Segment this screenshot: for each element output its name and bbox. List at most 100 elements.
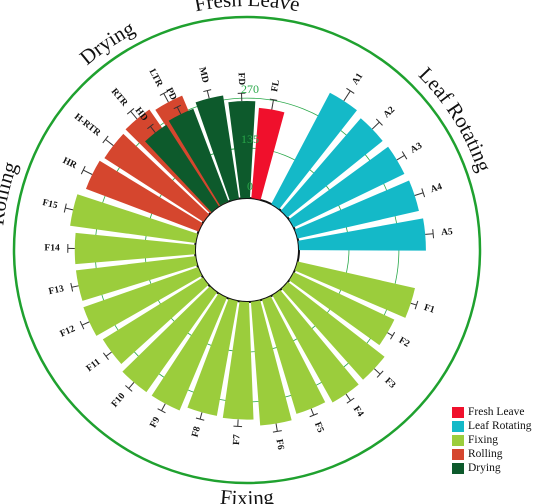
- group-label: Fixing: [219, 485, 275, 504]
- error-cap: [432, 229, 435, 239]
- radial-tick-label: 135: [241, 132, 259, 146]
- bar-f8: [187, 298, 238, 416]
- bar-f7: [222, 301, 254, 420]
- error-cap: [309, 413, 318, 418]
- bar-f1: [294, 261, 415, 318]
- error-cap: [63, 203, 67, 213]
- bars: [63, 87, 435, 433]
- legend-swatch: [452, 406, 464, 418]
- bar-a1: [271, 92, 357, 210]
- error-cap: [421, 188, 426, 198]
- bar-label: RTR: [109, 87, 129, 109]
- bar-label: FD: [236, 72, 246, 85]
- legend-label: Fresh Leave: [468, 406, 525, 418]
- error-bar: [345, 393, 351, 401]
- bar-label: A5: [441, 227, 454, 238]
- bar-a4: [294, 180, 419, 239]
- legend-item: Rolling: [452, 447, 532, 461]
- bar-label: A1: [351, 72, 366, 87]
- error-bar: [176, 106, 182, 115]
- bar-f3: [281, 281, 385, 380]
- error-bar: [275, 423, 278, 432]
- error-cap: [173, 104, 181, 110]
- error-bar: [425, 233, 434, 235]
- bar-label: F10: [110, 391, 128, 409]
- error-cap: [401, 151, 408, 160]
- bar-f14: [74, 232, 196, 265]
- error-cap: [346, 87, 355, 94]
- bar-f2: [289, 272, 395, 346]
- group-label: Rolling: [0, 158, 22, 227]
- error-bar: [71, 285, 79, 288]
- bar-f12: [83, 267, 202, 336]
- legend-item: Fixing: [452, 433, 532, 447]
- bar-f11: [102, 277, 209, 364]
- error-cap: [269, 98, 278, 101]
- error-bar: [310, 408, 315, 416]
- bar-f9: [151, 293, 227, 411]
- bar-label: MD: [196, 66, 210, 84]
- bar-label: H-RTR: [72, 112, 102, 139]
- bar-label: F11: [85, 357, 103, 374]
- error-bar: [149, 126, 156, 133]
- error-bar: [163, 93, 169, 103]
- bar-label: A4: [429, 182, 443, 195]
- legend-item: Fresh Leave: [452, 405, 532, 419]
- bar-label: F2: [397, 336, 411, 350]
- bar-f6: [250, 300, 292, 426]
- error-bar: [396, 154, 405, 161]
- error-bar: [371, 121, 380, 130]
- legend-item: Leaf Rotating: [452, 419, 532, 433]
- error-cap: [390, 331, 396, 340]
- error-cap: [414, 300, 419, 310]
- error-cap: [79, 320, 85, 330]
- bar-f10: [122, 286, 217, 393]
- error-bar: [128, 382, 135, 389]
- legend-swatch: [452, 420, 464, 432]
- error-bar: [130, 110, 138, 120]
- radial-tick-labels: 0 135 270: [241, 82, 259, 193]
- legend-label: Drying: [468, 462, 501, 474]
- radial-tick-label: 0: [247, 179, 253, 193]
- legend-swatch: [452, 434, 464, 446]
- bar-label: F6: [274, 439, 286, 451]
- error-bar: [410, 302, 417, 306]
- bar-h-rtr: [104, 133, 210, 222]
- bar-a5: [298, 218, 426, 251]
- error-cap: [125, 385, 133, 392]
- error-bar: [161, 403, 166, 412]
- error-cap: [102, 135, 109, 144]
- bar-label: A2: [382, 105, 397, 120]
- error-bar: [387, 332, 393, 337]
- bar-pd: [168, 108, 229, 206]
- bar-label: F7: [232, 434, 243, 445]
- error-cap: [376, 370, 384, 378]
- error-bar: [82, 169, 93, 175]
- error-cap: [272, 430, 282, 433]
- error-cap: [102, 352, 109, 361]
- bar-label: A3: [409, 141, 424, 156]
- legend-label: Leaf Rotating: [468, 420, 532, 432]
- error-bar: [271, 99, 274, 110]
- bar-label: F13: [48, 284, 65, 297]
- group-label: Fresh Leave: [192, 0, 302, 16]
- error-bar: [105, 138, 114, 146]
- bar-label: F4: [351, 405, 365, 420]
- bar-label: F15: [41, 198, 58, 211]
- error-cap: [126, 108, 135, 115]
- bar-md: [195, 95, 240, 201]
- error-bar: [105, 351, 112, 357]
- radial-tick-label: 270: [241, 82, 259, 96]
- error-cap: [203, 89, 212, 93]
- group-label: Drying: [75, 16, 139, 70]
- legend-label: Rolling: [468, 448, 503, 460]
- bar-label: F1: [423, 303, 436, 316]
- bar-f5: [262, 296, 326, 414]
- error-bar: [81, 321, 90, 326]
- error-cap: [159, 90, 168, 96]
- group-label: Leaf Rotating: [414, 62, 497, 175]
- legend: Fresh Leave Leaf Rotating Fixing Rolling Dry…: [452, 405, 532, 475]
- bar-label: FL: [270, 79, 282, 93]
- error-cap: [70, 282, 74, 292]
